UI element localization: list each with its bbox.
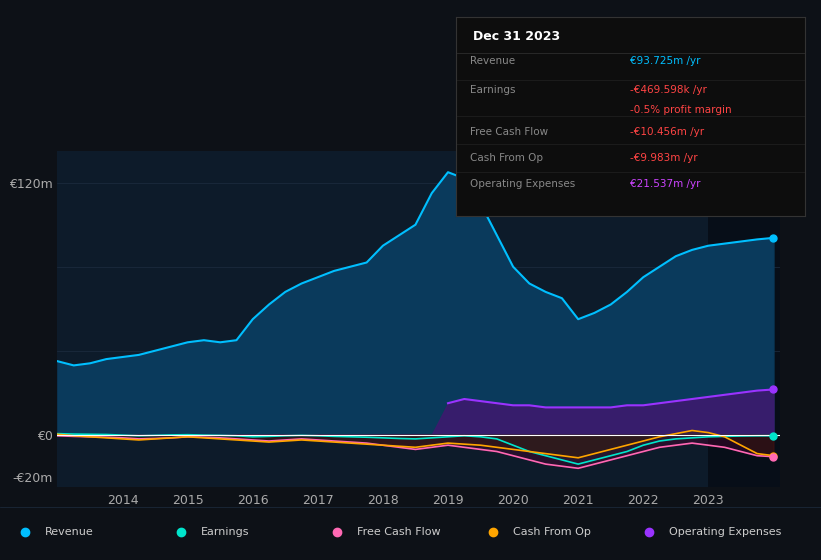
Text: Dec 31 2023: Dec 31 2023 (473, 30, 560, 43)
Text: €21.537m /yr: €21.537m /yr (631, 179, 700, 189)
Bar (709, 151, 780, 487)
Text: -0.5% profit margin: -0.5% profit margin (631, 105, 732, 115)
Text: Revenue: Revenue (470, 55, 515, 66)
Text: Cash From Op: Cash From Op (513, 527, 591, 537)
Text: Revenue: Revenue (45, 527, 94, 537)
Text: Free Cash Flow: Free Cash Flow (357, 527, 441, 537)
Text: -€469.598k /yr: -€469.598k /yr (631, 85, 707, 95)
Text: Operating Expenses: Operating Expenses (470, 179, 575, 189)
Text: Earnings: Earnings (470, 85, 515, 95)
Text: -€9.983m /yr: -€9.983m /yr (631, 153, 698, 163)
Text: -€10.456m /yr: -€10.456m /yr (631, 127, 704, 137)
Text: Operating Expenses: Operating Expenses (669, 527, 782, 537)
Text: Free Cash Flow: Free Cash Flow (470, 127, 548, 137)
Text: Earnings: Earnings (201, 527, 250, 537)
Text: €93.725m /yr: €93.725m /yr (631, 55, 700, 66)
Text: Cash From Op: Cash From Op (470, 153, 543, 163)
